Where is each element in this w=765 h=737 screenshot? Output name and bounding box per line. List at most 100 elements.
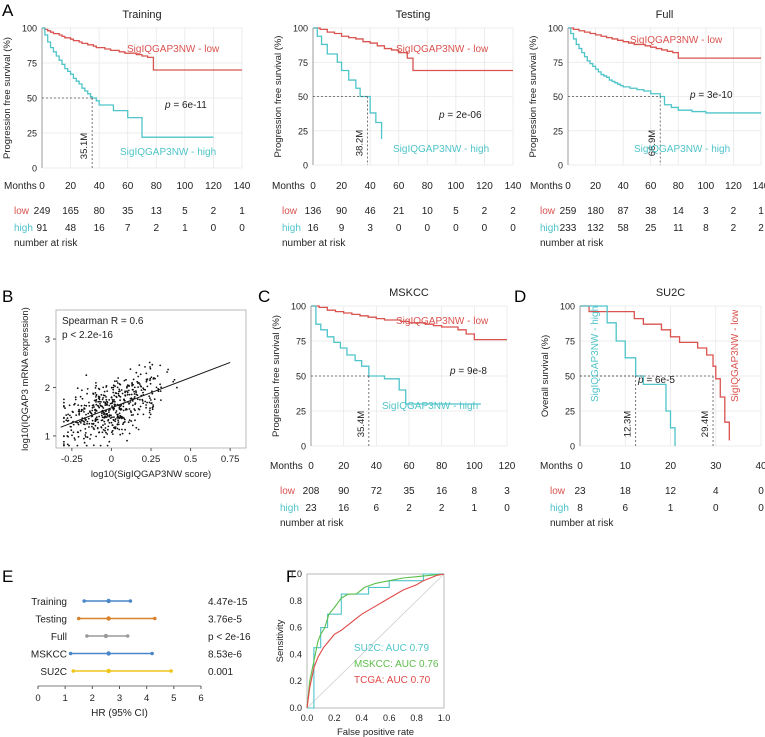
scatter-point <box>101 431 104 434</box>
risk-high-count: 6 <box>374 503 380 514</box>
scatter-point <box>149 379 151 382</box>
risk-low-count: 0 <box>758 486 764 497</box>
scatter-point <box>101 412 103 415</box>
scatter-point <box>156 375 159 377</box>
scatter-point <box>108 409 110 412</box>
scatter-point <box>85 374 88 377</box>
scatter-point <box>132 404 134 407</box>
scatter-point <box>145 380 148 383</box>
scatter-point <box>98 398 101 401</box>
risk-low-count: 18 <box>620 486 632 497</box>
risk-high-count: 2 <box>439 503 445 514</box>
risk-high-count: 233 <box>560 223 577 234</box>
x-tick-label: 0.25 <box>142 454 161 465</box>
scatter-point <box>119 416 122 419</box>
scatter-point <box>133 386 136 389</box>
scatter-point <box>63 443 65 445</box>
scatter-point <box>130 393 133 396</box>
scatter-point <box>107 419 109 422</box>
scatter-point <box>74 396 77 399</box>
y-axis-label: Progression free survival (%) <box>2 37 13 159</box>
scatter-point <box>92 392 94 395</box>
scatter-point <box>93 428 95 431</box>
forest-row-label: MSKCC <box>31 650 67 661</box>
scatter-point <box>149 413 152 416</box>
scatter-point <box>106 390 109 392</box>
panel-label-f: F <box>286 567 296 586</box>
x-axis-label: False positive rate <box>337 727 414 737</box>
y-tick-label: 0.2 <box>289 676 302 686</box>
scatter-point <box>67 435 69 438</box>
scatter-point <box>66 417 69 420</box>
scatter-point <box>117 423 120 426</box>
scatter-point <box>106 444 109 447</box>
scatter-point <box>137 386 140 388</box>
forest-p-value: p < 2e-16 <box>208 632 251 643</box>
y-tick-label: 75 <box>27 59 37 69</box>
scatter-point <box>137 375 140 378</box>
x-tick-label: 40 <box>371 461 383 472</box>
scatter-point <box>86 436 89 439</box>
y-tick-label: 50 <box>553 92 563 102</box>
y-tick-label: 0.0 <box>289 703 302 713</box>
scatter-point <box>94 411 96 414</box>
survival-curve-low <box>580 305 730 441</box>
scatter-point <box>126 408 128 411</box>
scatter-point <box>87 417 90 420</box>
scatter-point <box>79 429 82 432</box>
scatter-point <box>102 401 105 403</box>
scatter-point <box>114 418 117 421</box>
y-tick-label: 0 <box>32 164 37 174</box>
scatter-point <box>92 423 95 425</box>
median-label: 35.1M <box>79 133 90 159</box>
ci-low-point <box>71 669 76 673</box>
p-equals: = <box>644 375 655 386</box>
risk-high-count: 132 <box>587 223 604 234</box>
roc-legend-label: SU2C: AUC 0.79 <box>354 643 429 654</box>
scatter-point <box>126 384 129 387</box>
risk-low-label: low <box>550 486 566 497</box>
scatter-point <box>113 416 115 418</box>
months-label: Months <box>540 461 573 472</box>
scatter-point <box>94 409 97 412</box>
legend-high-label: SigIQGAP3NW - high <box>382 401 478 412</box>
p-value: 3e-10 <box>707 90 733 101</box>
legend-low-label: SigIQGAP3NW - low <box>127 44 220 55</box>
scatter-point <box>108 411 110 413</box>
scatter-point <box>115 392 118 395</box>
scatter-point <box>68 404 71 407</box>
legend-high-label: SigIQGAP3NW - high <box>393 144 489 155</box>
roc-curve <box>306 573 445 709</box>
y-tick-label: 75 <box>553 58 563 68</box>
risk-low-count: 13 <box>151 206 163 217</box>
forest-p-value: 8.53e-6 <box>208 650 242 661</box>
scatter-point <box>159 364 162 367</box>
panel-label-d: D <box>514 287 526 306</box>
scatter-point <box>63 398 65 401</box>
y-tick-label: 100 <box>291 302 306 312</box>
risk-low-label: low <box>282 206 298 217</box>
scatter-point <box>83 441 86 444</box>
scatter-point <box>135 391 138 394</box>
y-tick-label: 0.4 <box>289 649 302 659</box>
scatter-point <box>63 440 65 443</box>
scatter-point <box>78 413 81 416</box>
scatter-point <box>95 435 97 438</box>
scatter-point <box>87 412 90 415</box>
scatter-point <box>76 444 79 447</box>
scatter-point <box>95 382 97 384</box>
scatter-point <box>129 410 132 412</box>
scatter-point <box>84 419 87 421</box>
scatter-point <box>63 417 65 419</box>
legend-low-label: SigIQGAP3NW - low <box>630 35 723 46</box>
number-at-risk-label: number at risk <box>282 238 346 249</box>
y-tick-label: 0 <box>570 442 575 452</box>
risk-low-count: 90 <box>336 206 348 217</box>
scatter-point <box>110 402 113 405</box>
scatter-point <box>145 378 148 381</box>
risk-high-count: 23 <box>305 503 317 514</box>
scatter-point <box>149 382 152 385</box>
risk-high-count: 9 <box>339 223 345 234</box>
